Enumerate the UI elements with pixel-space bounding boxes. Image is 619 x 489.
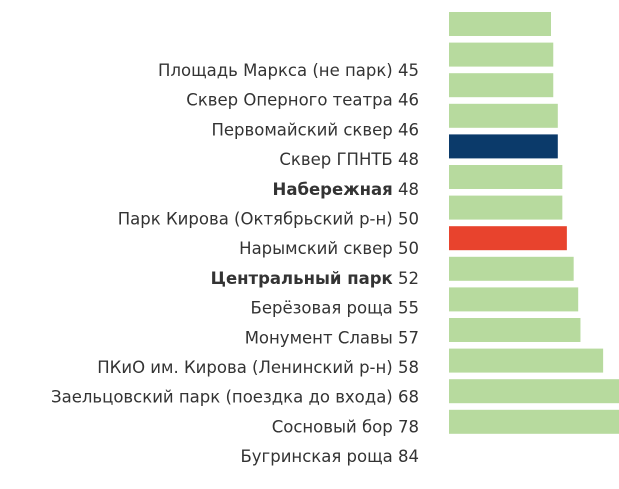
bar: [449, 409, 619, 434]
value-label: 50: [398, 239, 419, 258]
bar-label: Набережная 48: [273, 179, 419, 198]
bar: [449, 287, 579, 312]
bar-label: Первомайский сквер 46: [211, 120, 419, 139]
bar-label: Заельцовский парк (поездка до входа) 68: [51, 387, 419, 406]
category-name: Монумент Славы: [245, 328, 393, 347]
bar-label: Площадь Маркса (не парк) 45: [158, 61, 419, 80]
category-name: Первомайский сквер: [211, 120, 392, 139]
value-label: 58: [398, 358, 419, 377]
category-name: Парк Кирова (Октябрьский р-н): [118, 209, 393, 228]
bar-label: Сквер Оперного театра 46: [186, 90, 419, 109]
bar-label: Монумент Славы 57: [245, 328, 419, 347]
category-name: Заельцовский парк (поездка до входа): [51, 387, 393, 406]
value-label: 78: [398, 417, 419, 436]
category-name: Площадь Маркса (не парк): [158, 61, 393, 80]
bar: [449, 226, 567, 251]
bar: [449, 73, 554, 98]
bar-label: ПКиО им. Кирова (Ленинский р-н) 58: [97, 358, 419, 377]
value-label: 68: [398, 387, 419, 406]
bar: [449, 165, 563, 189]
value-label: 46: [398, 90, 419, 109]
category-name: ПКиО им. Кирова (Ленинский р-н): [97, 358, 393, 377]
value-label: 55: [398, 298, 419, 317]
bar-label: Нарымский сквер 50: [239, 239, 419, 258]
bar: [449, 12, 551, 36]
category-name: Бугринская роща: [240, 447, 392, 466]
value-label: 48: [398, 150, 419, 169]
bar-label: Сквер ГПНТБ 48: [279, 150, 419, 169]
bar-label: Центральный парк 52: [211, 268, 419, 287]
category-name: Берёзовая роща: [251, 298, 393, 317]
value-label: 45: [398, 61, 419, 80]
bar: [449, 134, 558, 159]
bar-label: Берёзовая роща 55: [251, 298, 419, 317]
bar-label: Парк Кирова (Октябрьский р-н) 50: [118, 209, 419, 228]
category-name: Сквер Оперного театра: [186, 90, 392, 109]
category-name: Сосновый бор: [272, 417, 393, 436]
value-label: 84: [398, 447, 419, 466]
category-name: Центральный парк: [211, 268, 393, 287]
value-label: 50: [398, 209, 419, 228]
bar: [449, 348, 604, 373]
bar: [449, 318, 581, 342]
bar: [449, 42, 554, 67]
bar: [449, 103, 558, 128]
value-label: 57: [398, 328, 419, 347]
bar-label: Бугринская роща 84: [240, 447, 419, 466]
value-label: 52: [398, 268, 419, 287]
value-label: 48: [398, 179, 419, 198]
bar: [449, 256, 574, 281]
bar-label: Сосновый бор 78: [272, 417, 419, 436]
category-name: Набережная: [273, 179, 393, 198]
category-name: Нарымский сквер: [239, 239, 393, 258]
bar: [449, 195, 563, 220]
category-name: Сквер ГПНТБ: [279, 150, 392, 169]
value-label: 46: [398, 120, 419, 139]
bar: [449, 379, 619, 404]
